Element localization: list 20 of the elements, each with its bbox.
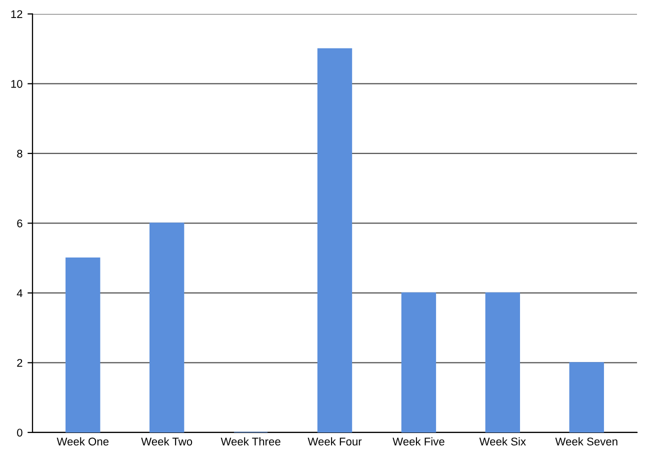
bar: [569, 362, 604, 432]
x-tick-label: Week Three: [220, 437, 280, 446]
x-tick-label: Week Five: [392, 437, 444, 446]
y-tick-label: 2: [17, 358, 22, 367]
y-tick-label: 12: [11, 10, 22, 18]
bar: [149, 222, 184, 432]
x-tick-label: Week Two: [141, 437, 192, 446]
y-tick-label: 0: [17, 428, 22, 437]
x-tick-label: Week Seven: [555, 437, 618, 446]
x-tick-label: Week Six: [479, 437, 526, 446]
bar: [401, 292, 436, 432]
y-tick-label: 4: [16, 289, 22, 297]
bar: [317, 48, 352, 432]
y-tick-label: 10: [11, 80, 22, 88]
bar: [66, 258, 100, 432]
x-tick-label: Week One: [56, 437, 109, 446]
x-tick-label: Week Four: [308, 437, 362, 446]
bar: [485, 292, 520, 432]
y-tick-label: 8: [17, 150, 22, 158]
y-tick-label: 6: [17, 219, 22, 228]
